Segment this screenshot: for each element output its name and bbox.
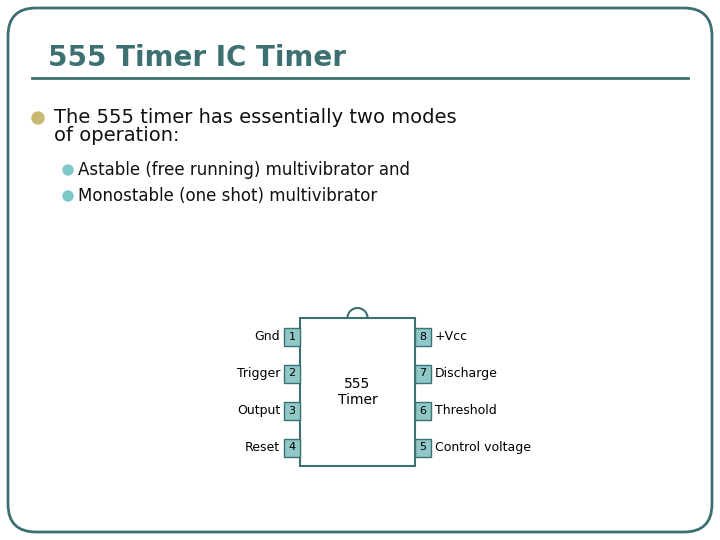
Text: 6: 6 [420,406,426,415]
Text: The 555 timer has essentially two modes: The 555 timer has essentially two modes [54,108,456,127]
Text: Discharge: Discharge [435,367,498,380]
Circle shape [63,165,73,175]
Text: Monostable (one shot) multivibrator: Monostable (one shot) multivibrator [78,187,377,205]
Text: Output: Output [237,404,280,417]
Circle shape [32,112,44,124]
Bar [284,327,300,346]
Text: 1: 1 [289,332,295,341]
Text: 5: 5 [420,442,426,453]
Text: 2: 2 [289,368,296,379]
Text: 4: 4 [289,442,296,453]
Text: Gnd: Gnd [254,330,280,343]
Bar [415,364,431,382]
Bar [415,327,431,346]
Text: Control voltage: Control voltage [435,441,531,454]
Bar [284,364,300,382]
Text: 8: 8 [420,332,426,341]
Text: 7: 7 [420,368,426,379]
Text: 555 Timer IC Timer: 555 Timer IC Timer [48,44,346,72]
Text: Trigger: Trigger [237,367,280,380]
Bar [284,438,300,456]
Bar [415,438,431,456]
Text: +Vcc: +Vcc [435,330,468,343]
Bar [415,402,431,420]
Text: Reset: Reset [245,441,280,454]
Text: Astable (free running) multivibrator and: Astable (free running) multivibrator and [78,161,410,179]
Circle shape [63,191,73,201]
Bar [284,402,300,420]
Text: Threshold: Threshold [435,404,497,417]
Text: of operation:: of operation: [54,126,179,145]
Text: 3: 3 [289,406,295,415]
Text: 555
Timer: 555 Timer [338,377,377,407]
Bar [300,318,415,466]
FancyBboxPatch shape [8,8,712,532]
